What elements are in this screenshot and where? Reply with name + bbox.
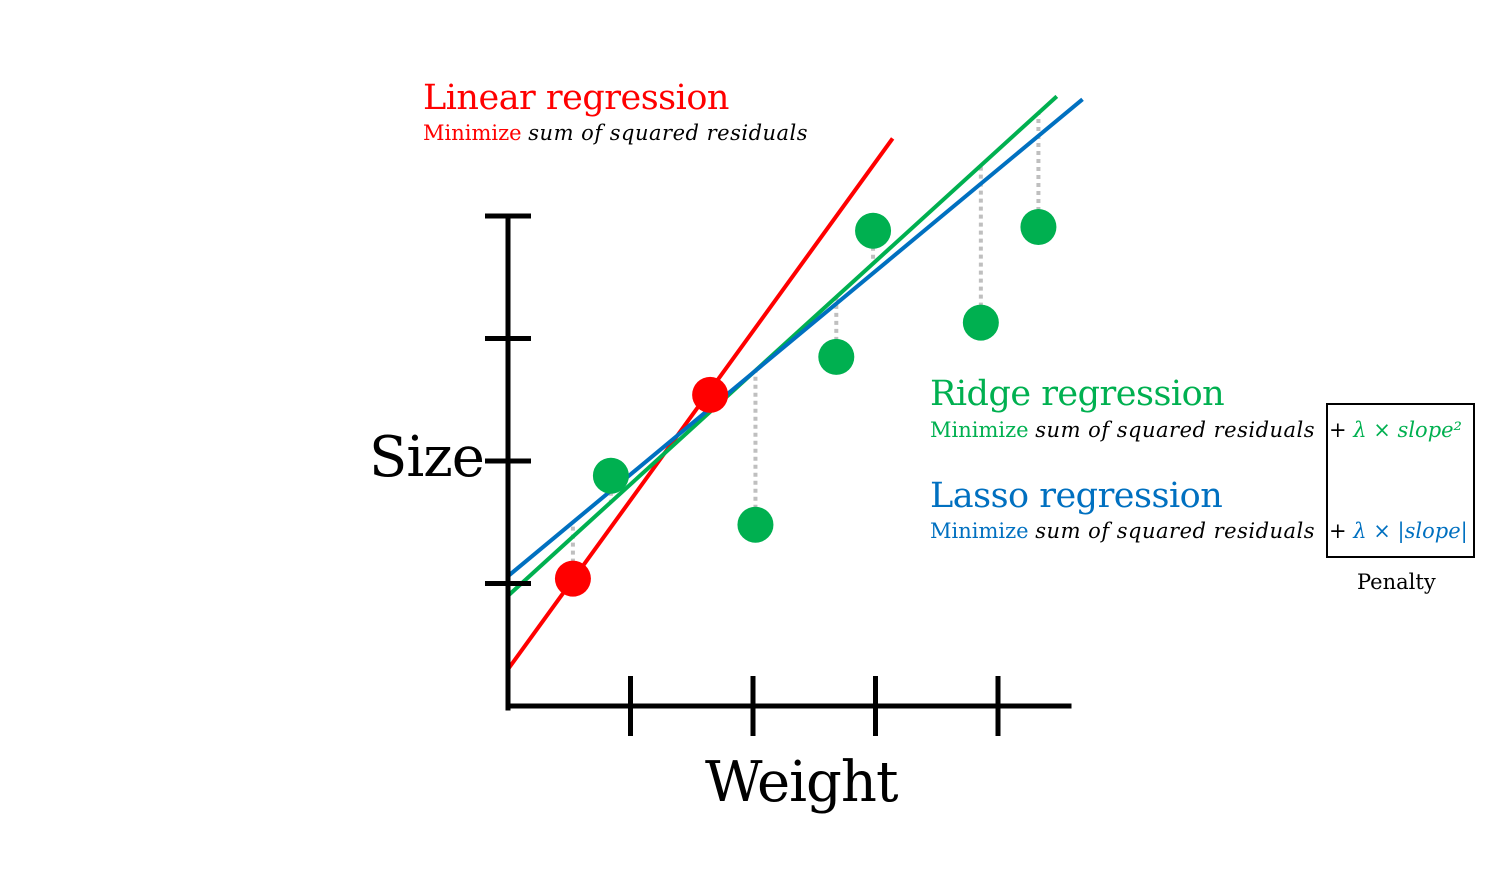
penalty-box: [1326, 403, 1475, 558]
data-points: [554, 209, 1057, 597]
testing-data-point: [737, 506, 774, 543]
lasso-minimize-word: Minimize: [930, 519, 1029, 543]
ridge-penalty-term: λ × slope²: [1353, 418, 1462, 442]
ridge-regression-title: Ridge regression: [930, 374, 1225, 414]
lasso-penalty-term: λ × |slope|: [1353, 519, 1468, 543]
lasso-regression-line: [506, 97, 1084, 578]
penalty-label: Penalty: [1357, 570, 1436, 594]
linear-regression-title: Linear regression: [423, 78, 729, 118]
axes: [485, 213, 1072, 736]
linear-minimize-word: Minimize: [423, 121, 522, 145]
testing-data-point: [1020, 209, 1057, 246]
linear-objective: sum of squared residuals: [528, 121, 809, 145]
testing-data-point: [855, 212, 892, 249]
ridge-objective: sum of squared residuals: [1035, 418, 1316, 442]
lasso-regression-title: Lasso regression: [930, 476, 1223, 516]
lasso-penalty-formula: + λ × |slope|: [1329, 519, 1468, 543]
lasso-objective: sum of squared residuals: [1035, 519, 1316, 543]
training-data-point: [554, 560, 591, 597]
x-axis-label: Weight: [705, 750, 898, 815]
ridge-regression-formula: Minimize sum of squared residuals: [930, 418, 1315, 442]
ridge-penalty-formula: + λ × slope²: [1329, 418, 1462, 442]
testing-data-point: [962, 304, 999, 341]
testing-data-point: [818, 338, 855, 375]
ridge-plus-sign: +: [1329, 418, 1347, 442]
lasso-regression-formula: Minimize sum of squared residuals: [930, 519, 1315, 543]
y-axis-label: Size: [369, 425, 485, 490]
training-data-point: [692, 376, 729, 413]
linear-regression-formula: Minimize sum of squared residuals: [423, 121, 808, 145]
lasso-plus-sign: +: [1329, 519, 1347, 543]
ridge-minimize-word: Minimize: [930, 418, 1029, 442]
testing-data-point: [592, 457, 629, 494]
